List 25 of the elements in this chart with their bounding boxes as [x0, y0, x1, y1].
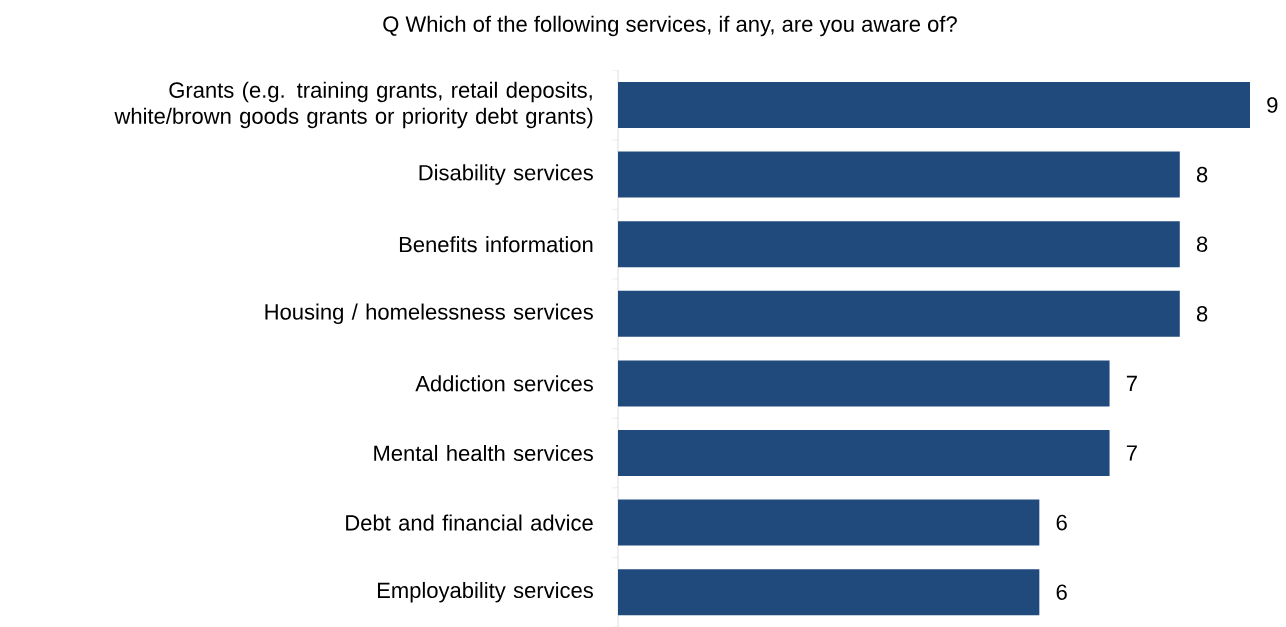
data-label: 6 [1056, 584, 1067, 600]
data-label: 8 [1196, 306, 1208, 322]
data-label: 6 [1056, 514, 1067, 531]
bar [618, 151, 1180, 198]
data-label: 9 [1267, 97, 1278, 113]
bar [618, 499, 1040, 546]
y-tick-label: Debt and financial advice [346, 514, 593, 531]
y-tick-label: Grants (e.g. training grants, retail deposits, white/brown goods grants or priority debt grants) [114, 81, 593, 129]
data-label: 8 [1196, 236, 1208, 252]
bar [618, 221, 1180, 268]
bar [618, 569, 1040, 616]
y-tick-label: Addiction services [415, 375, 593, 392]
bar [618, 81, 1250, 128]
y-tick-label: Mental health services [374, 444, 593, 462]
bar [618, 290, 1180, 337]
data-label: 7 [1126, 445, 1137, 461]
y-tick-label: Disability services [419, 164, 593, 185]
chart-title: Q Which of the following services, if any, are you aware of? [383, 15, 957, 37]
y-tick-label: Benefits information [399, 236, 593, 253]
bar [618, 360, 1110, 407]
data-label: 8 [1196, 166, 1208, 183]
bar [618, 429, 1110, 476]
y-tick-label: Employability services [377, 581, 593, 603]
y-tick-label: Housing / homelessness services [265, 303, 593, 325]
data-label: 7 [1126, 375, 1137, 391]
